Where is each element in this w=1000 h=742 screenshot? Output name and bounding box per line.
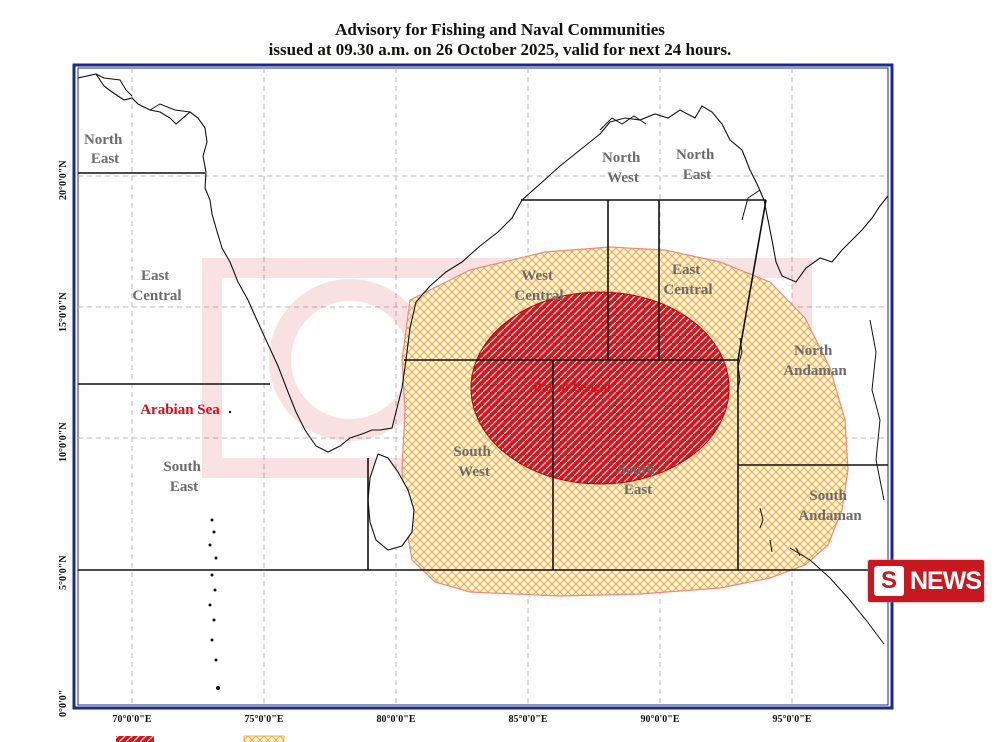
label-bay-nw: North West <box>602 150 644 186</box>
label-arabian-ec: East Central <box>132 268 181 304</box>
label-arabian-se: South East <box>163 459 204 495</box>
label-bay-of-bengal: Bay of Bengal <box>533 379 611 394</box>
label-north-andaman: North Andaman <box>783 343 847 379</box>
map-frame <box>72 63 894 710</box>
region-boundaries <box>78 172 888 571</box>
news-badge-text: NEWS <box>910 566 982 595</box>
maldives-islands <box>208 410 232 690</box>
lon-tick: 75°0'0"E <box>245 714 284 725</box>
label-bay-wc: West Central <box>514 268 563 304</box>
lon-tick: 95°0'0"E <box>773 714 812 725</box>
map-subtitle: issued at 09.30 a.m. on 26 October 2025,… <box>268 40 732 59</box>
lon-tick: 80°0'0"E <box>377 714 416 725</box>
lat-tick: 0°0'0" <box>58 690 69 717</box>
label-bay-ne: North East <box>676 147 718 183</box>
label-bay-ec: East Central <box>663 262 712 298</box>
longitude-axis: 70°0'0"E 75°0'0"E 80°0'0"E 85°0'0"E 90°0… <box>113 714 812 725</box>
india-coastline <box>78 73 611 453</box>
lon-tick: 90°0'0"E <box>641 714 680 725</box>
high-risk-zone <box>470 291 730 485</box>
lon-tick: 85°0'0"E <box>509 714 548 725</box>
lat-tick: 10°0'0"N <box>58 422 69 462</box>
lat-tick: 15°0'0"N <box>58 292 69 332</box>
label-south-andaman: South Andaman <box>798 488 862 524</box>
label-bay-se: South East <box>617 462 658 498</box>
lon-tick: 70°0'0"E <box>113 714 152 725</box>
lat-tick: 5°0'0"N <box>58 555 69 590</box>
label-arabian-ne: North East <box>84 132 126 167</box>
news-logo-icon: S <box>874 566 904 596</box>
label-arabian-sea: Arabian Sea <box>140 402 220 418</box>
legend-moderate-swatch <box>243 735 285 742</box>
news-badge: S NEWS <box>868 560 984 602</box>
map-title: Advisory for Fishing and Naval Communiti… <box>335 20 665 39</box>
latitude-axis: 0°0'0" 5°0'0"N 10°0'0"N 15°0'0"N 20°0'0"… <box>58 160 69 717</box>
lat-tick: 20°0'0"N <box>58 160 69 200</box>
label-bay-sw: South West <box>453 444 494 480</box>
legend-high-swatch <box>116 736 154 742</box>
